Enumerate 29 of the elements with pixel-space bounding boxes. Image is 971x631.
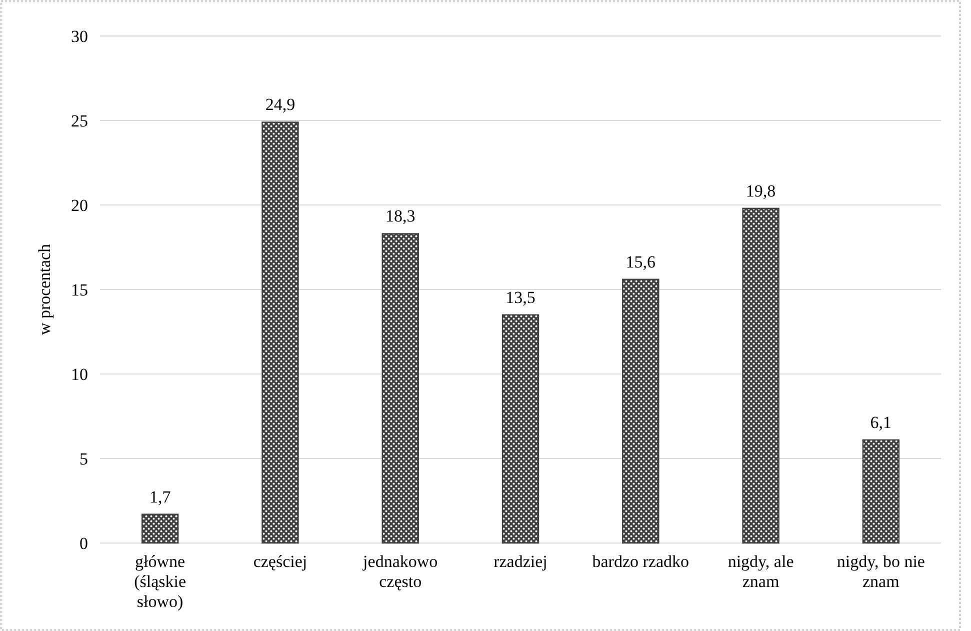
data-label: 6,1 [870, 412, 892, 432]
y-tick-label: 0 [80, 534, 88, 553]
bar [622, 278, 660, 544]
data-label: 13,5 [506, 288, 536, 307]
y-tick-label: 20 [71, 196, 88, 215]
y-tick-label: 10 [71, 364, 88, 384]
data-label: 18,3 [385, 206, 416, 226]
bar [382, 233, 419, 544]
y-tick-label: 15 [71, 280, 88, 300]
y-tick-label: 5 [80, 449, 88, 468]
x-tick-label: rzadziej [494, 552, 548, 571]
bar [141, 514, 179, 544]
y-tick-label: 25 [71, 111, 88, 130]
bar [862, 439, 900, 544]
bar [502, 314, 540, 544]
x-tick-label: główne (śląskie słowo) [134, 552, 186, 611]
data-label: 24,9 [265, 95, 296, 114]
x-tick-label: bardzo rzadko [592, 552, 690, 571]
bar [742, 208, 780, 544]
data-label: 1,7 [149, 487, 172, 506]
x-tick-label: częściej [253, 552, 308, 571]
x-tick-label: nigdy, bo nie znam [836, 552, 925, 591]
y-axis-title: w procentach [35, 243, 54, 336]
x-tick-label: jednakowo często [362, 552, 438, 591]
bar [262, 122, 299, 544]
data-label: 19,8 [746, 181, 776, 200]
y-tick-label: 30 [71, 26, 88, 46]
data-label: 15,6 [626, 252, 656, 272]
x-tick-label: nigdy, ale znam [728, 552, 794, 591]
